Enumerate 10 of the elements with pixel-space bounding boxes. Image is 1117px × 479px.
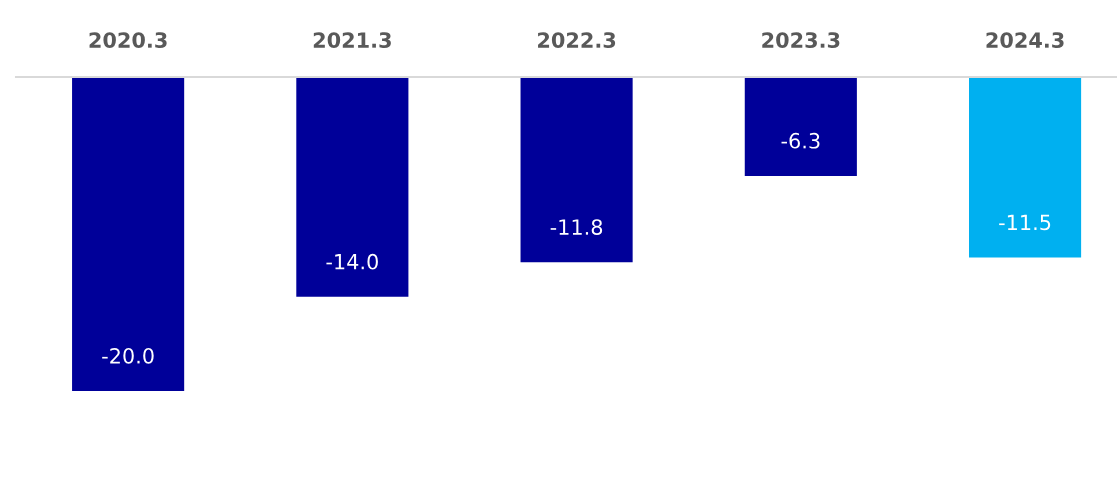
- x-tick-label: 2022.3: [538, 32, 616, 48]
- data-label: -20.0: [102, 347, 154, 364]
- data-label: -11.5: [999, 214, 1051, 231]
- x-tick-label: 2024.3: [986, 32, 1064, 48]
- data-label: -6.3: [781, 132, 820, 149]
- x-tick-label: 2020.3: [89, 32, 167, 48]
- data-label: -11.8: [550, 219, 603, 235]
- x-tick-label: 2021.3: [313, 32, 391, 48]
- data-label: -14.0: [326, 253, 378, 270]
- x-tick-label: 2023.3: [762, 32, 840, 48]
